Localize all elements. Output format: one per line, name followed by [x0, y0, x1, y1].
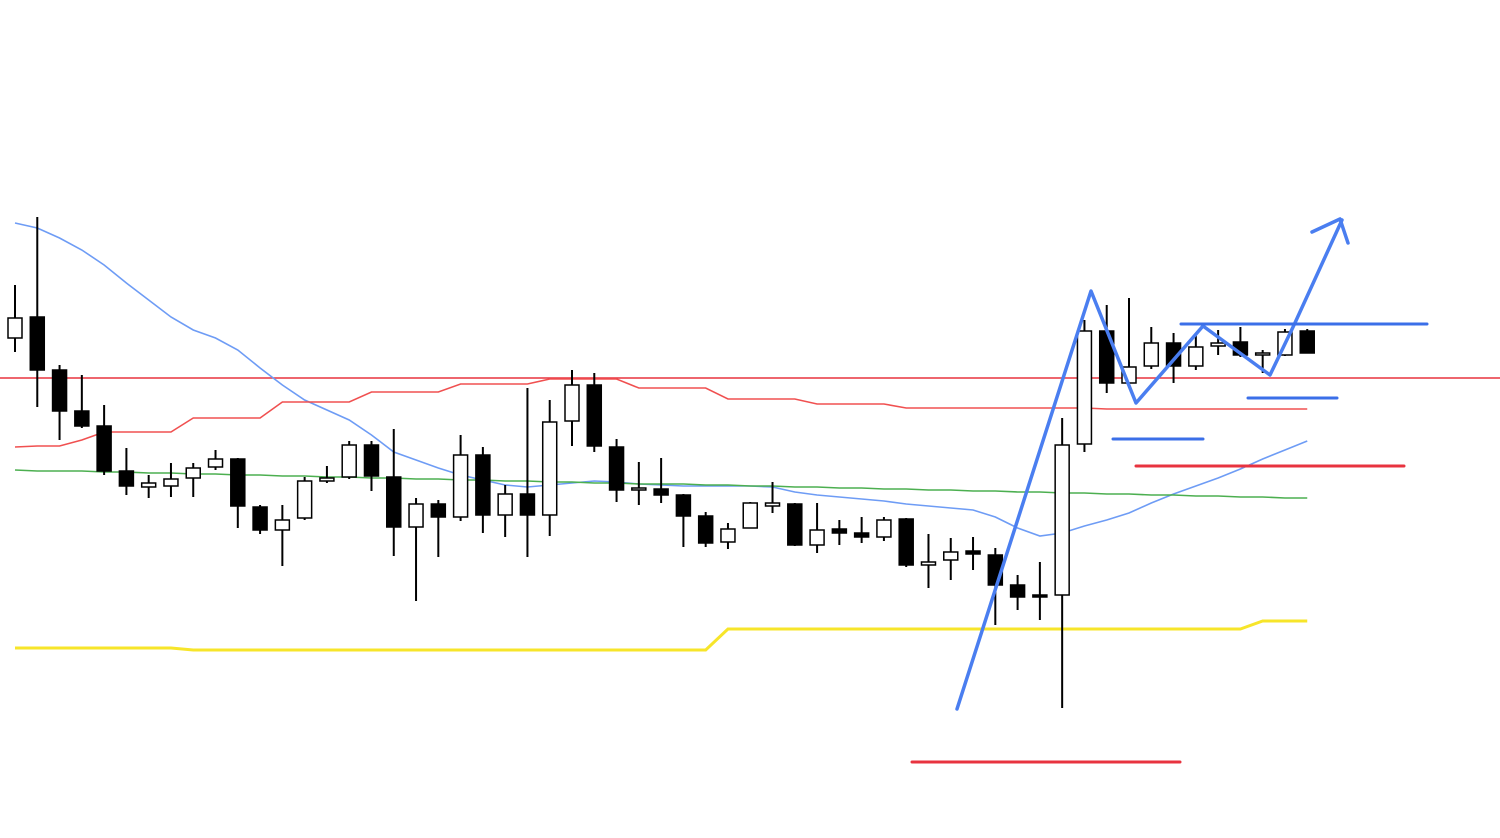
candle-body — [74, 410, 90, 427]
candle-body — [697, 515, 714, 544]
candle-body — [653, 488, 669, 496]
candle-body — [1188, 346, 1204, 367]
candle-body — [742, 502, 758, 529]
candle-body — [140, 482, 157, 488]
candle-body — [475, 454, 491, 516]
candle-body — [608, 446, 625, 491]
arrow-head — [1310, 217, 1350, 245]
candle-body — [519, 493, 536, 516]
candle-body — [898, 518, 914, 566]
candle-body — [586, 384, 603, 447]
candle-body — [185, 467, 201, 479]
indicator-line — [14, 378, 1308, 448]
candle-body — [7, 317, 23, 339]
candle-body — [876, 519, 892, 538]
candle-body — [809, 529, 825, 546]
candles — [7, 217, 1315, 708]
candle-body — [1143, 342, 1160, 367]
indicator-lines — [0, 222, 1500, 652]
candle-body — [363, 444, 380, 477]
candle-body — [920, 561, 937, 566]
candle-body — [497, 493, 513, 516]
candle-body — [787, 503, 803, 546]
candle-body — [29, 316, 46, 371]
candle-body — [564, 384, 580, 422]
candle-body — [1165, 342, 1182, 367]
candle-body — [1009, 584, 1026, 598]
indicator-line — [15, 619, 1308, 652]
candle-body — [675, 494, 692, 517]
candle-body — [1076, 330, 1093, 445]
candle-body — [163, 478, 179, 487]
candle-body — [631, 487, 647, 491]
candle-body — [408, 503, 424, 528]
candle-body — [51, 369, 68, 412]
candle-body — [341, 444, 357, 478]
annotations — [910, 217, 1429, 764]
candle-body — [764, 502, 781, 507]
candle-body — [319, 477, 335, 482]
candle-body — [1054, 444, 1070, 596]
candle-body — [943, 551, 959, 561]
candle-body — [118, 470, 135, 487]
candle-body — [1210, 342, 1226, 347]
candle-body — [541, 421, 558, 516]
candle-body — [1254, 352, 1271, 356]
candle-body — [452, 454, 469, 518]
candle-body — [1032, 594, 1048, 598]
candle-body — [430, 503, 447, 518]
candle-body — [720, 528, 736, 543]
candle-body — [1299, 330, 1315, 354]
candle-body — [274, 519, 291, 531]
candle-body — [296, 480, 313, 519]
candle-body — [207, 458, 224, 468]
candle-body — [230, 458, 246, 507]
candle-body — [831, 528, 848, 534]
candle-body — [965, 550, 981, 555]
candle-body — [252, 506, 268, 531]
candle-body — [386, 476, 402, 528]
candle-body — [853, 532, 870, 538]
candle-body — [96, 425, 112, 472]
